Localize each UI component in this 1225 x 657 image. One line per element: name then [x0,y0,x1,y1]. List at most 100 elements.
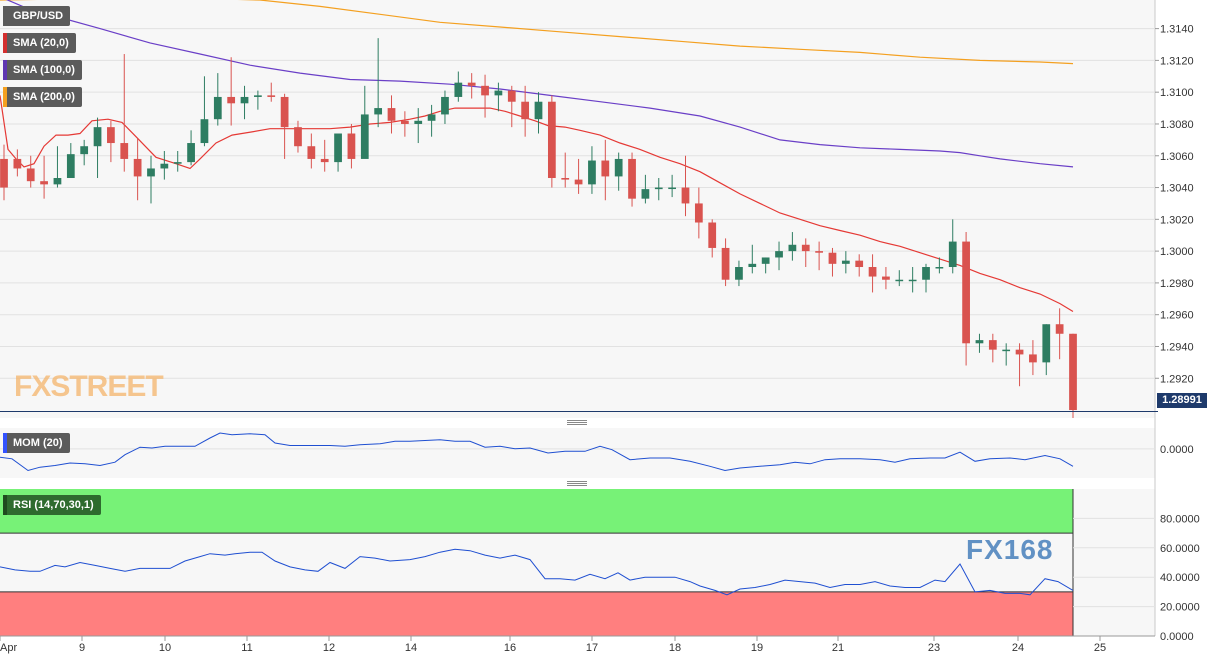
candle-bullish [841,251,850,274]
candle-bearish [481,74,489,118]
candle-bullish [147,155,155,204]
rsi-panel: 80.0000 60.0000 40.0000 20.0000 0.0000 [0,489,1200,643]
legend-mom[interactable]: MOM (20) [3,433,70,453]
candle-bullish [614,152,623,191]
date-tick-label: Apr [0,642,17,654]
candle-body [708,222,717,248]
sma-200-line [0,0,1074,65]
candle-body [267,95,276,97]
candle-bullish [66,143,75,179]
candle-body [748,263,757,268]
candle-bearish [988,333,997,363]
candle-bullish [93,117,102,179]
candle-bullish [494,82,503,112]
rsi-swatch [3,495,7,515]
legend-sma-20[interactable]: SMA (20,0) [3,33,76,53]
candle-body [13,158,22,169]
candle-bullish [414,108,423,144]
candle-bearish [0,144,8,201]
candle-bullish [254,90,262,110]
candle-body [801,244,810,252]
candle-body [841,260,850,264]
candle-bullish [935,257,944,274]
candle-bullish [654,178,663,201]
candle-body [53,178,62,185]
price-axis: 1.3140 1.3120 1.3100 1.3080 1.3060 1.3040 1.30… [1155,24,1194,385]
candle-body [601,160,610,177]
candle-body [1069,333,1077,411]
legend-mom-label: MOM (20) [13,437,63,449]
sma-200-swatch [3,87,7,107]
price-tick-label: 1.3120 [1160,55,1194,67]
candle-bearish [561,152,570,188]
candle-bearish [547,95,556,188]
candle-body [654,187,663,190]
sma-20-swatch [3,33,7,53]
legend-rsi-label: RSI (14,70,30,1) [13,499,94,511]
legend-rsi[interactable]: RSI (14,70,30,1) [3,495,101,515]
date-axis: Apr 9 10 11 12 14 16 17 18 19 21 23 24 25 [0,635,1155,654]
candle-body [26,168,35,182]
legend-sma-100[interactable]: SMA (100,0) [3,60,82,80]
panel-divider-mom[interactable] [0,420,1155,426]
candle-body [735,267,743,280]
legend-symbol[interactable]: GBP/USD [3,6,71,26]
candle-bearish [828,247,837,277]
candle-body [761,257,770,264]
candle-bullish [668,174,677,198]
candle-body [240,96,249,104]
candle-bullish [588,146,596,194]
candle-body [400,120,409,124]
legend-sma-200[interactable]: SMA (200,0) [3,87,82,107]
sma-100-path [6,0,1074,168]
candle-bullish [1042,324,1051,376]
rsi-tick-label: 60.0000 [1160,543,1200,555]
candle-body [935,267,944,269]
date-tick-label: 21 [832,642,844,654]
price-tick-label: 1.3100 [1160,87,1194,99]
candle-body [721,247,730,280]
candle-bullish [374,38,383,128]
date-tick-label: 18 [669,642,681,654]
candle-bullish [160,150,169,180]
candle-body [66,154,75,179]
rsi-line [0,548,1074,596]
rsi-tick-label: 40.0000 [1160,572,1200,584]
candle-bearish [26,155,35,188]
date-tick-label: 16 [504,642,516,654]
candle-body [507,90,516,102]
watermark-layer: FXSTREET FX168 [14,370,1054,565]
mom-plot-area [0,428,1155,478]
candle-body [347,133,356,159]
candle-bearish [521,85,530,137]
candle-bullish [534,92,543,134]
candle-bearish [1029,340,1037,376]
candle-body [360,114,369,159]
candle-bullish [775,241,783,271]
candle-bearish [267,82,276,102]
candle-body [988,340,997,350]
resize-handle-icon[interactable] [567,420,587,425]
candle-bullish [173,150,182,172]
sma-100-line [6,0,1074,168]
candle-body [307,146,316,159]
candle-body [628,158,636,199]
candle-bearish [628,152,636,207]
candle-bullish [1002,343,1011,366]
resize-handle-icon[interactable] [567,481,587,486]
candle-body [641,189,650,199]
candle-body [200,119,209,144]
price-tick-label: 1.3020 [1160,214,1194,226]
candle-bearish [507,85,516,128]
sma-100-swatch [3,60,7,80]
rsi-tick-label: 0.0000 [1160,631,1194,643]
legend-sma-100-label: SMA (100,0) [13,64,75,76]
sma-20-line [0,95,1074,313]
fx168-watermark: FX168 [966,534,1054,565]
panel-divider-rsi[interactable] [0,481,1155,487]
date-tick-label: 24 [1012,642,1024,654]
candle-bearish [133,138,142,201]
fxstreet-watermark: FXSTREET [14,370,163,403]
rsi-oversold-zone [0,591,1073,636]
